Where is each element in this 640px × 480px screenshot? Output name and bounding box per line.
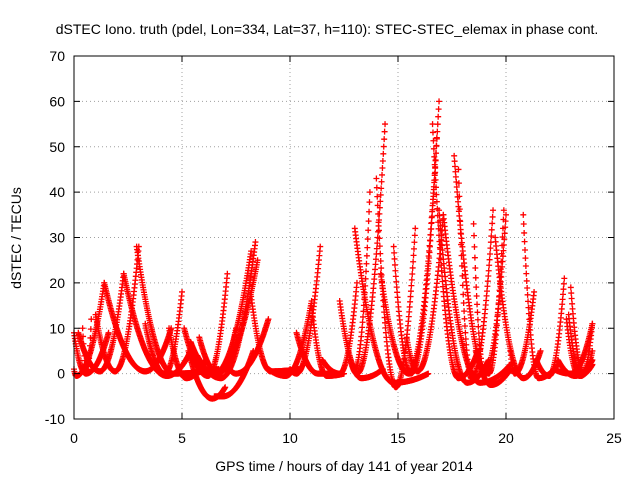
y-tick-label: 40 — [49, 184, 65, 200]
series-arc-9 — [142, 288, 185, 377]
x-tick-label: 25 — [606, 430, 622, 446]
y-axis-label: dSTEC / TECUs — [8, 187, 24, 289]
x-tick-label: 5 — [178, 430, 186, 446]
y-tick-label: 30 — [49, 230, 65, 246]
y-tick-label: 50 — [49, 139, 65, 155]
data-point — [179, 288, 185, 295]
data-point — [79, 325, 86, 332]
x-axis-label: GPS time / hours of day 141 of year 2014 — [215, 458, 473, 474]
grid — [74, 56, 614, 419]
x-tick-label: 20 — [498, 430, 514, 446]
data-point — [80, 333, 87, 340]
chart-title: dSTEC Iono. truth (pdel, Lon=334, Lat=37… — [56, 21, 599, 37]
y-tick-label: 70 — [49, 48, 65, 64]
data-point — [86, 349, 93, 356]
data-point — [88, 316, 95, 323]
data-point — [86, 355, 93, 362]
data-point — [87, 334, 94, 341]
series-arc-5 — [92, 243, 142, 375]
series-arc-4 — [79, 316, 95, 375]
y-tick-label: 20 — [49, 275, 65, 291]
y-tick-label: -10 — [45, 411, 65, 427]
y-tick-label: 0 — [57, 366, 65, 382]
data-points — [71, 98, 596, 402]
x-tick-label: 0 — [70, 430, 78, 446]
x-tick-label: 15 — [390, 430, 406, 446]
data-point — [80, 347, 87, 354]
data-point — [105, 329, 112, 336]
data-point — [87, 326, 94, 333]
data-point — [86, 342, 93, 349]
y-tick-label: 10 — [49, 320, 65, 336]
y-tick-label: 60 — [49, 93, 65, 109]
x-tick-label: 10 — [282, 430, 298, 446]
data-point — [80, 340, 87, 347]
